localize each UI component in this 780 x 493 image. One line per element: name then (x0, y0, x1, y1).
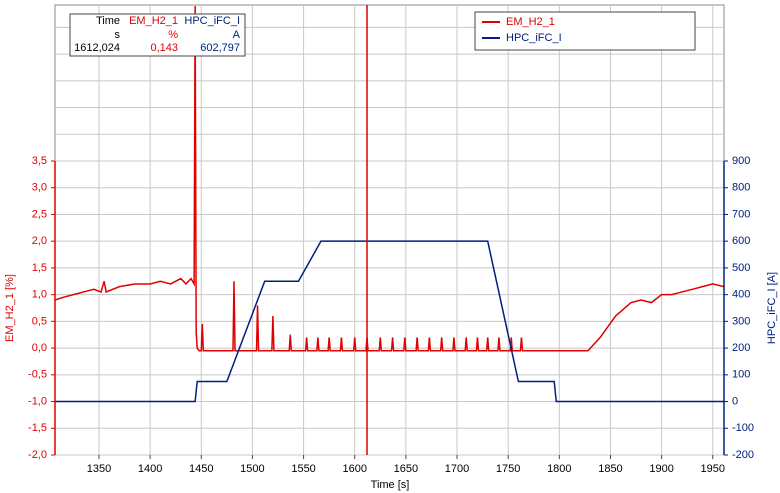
cursor-value: 602,797 (200, 42, 240, 54)
legend-label: HPC_iFC_I (506, 32, 562, 44)
y2-tick-label: 300 (732, 315, 750, 327)
y-axis-label: EM_H2_1 [%] (4, 274, 16, 342)
y-tick-label: 1,5 (32, 262, 47, 274)
y2-tick-label: -200 (732, 449, 754, 461)
x-tick-label: 1550 (291, 463, 315, 475)
y-tick-label: -1,0 (28, 395, 47, 407)
y-tick-label: 2,5 (32, 208, 47, 220)
series-line (55, 240, 724, 403)
legend-label: EM_H2_1 (506, 16, 555, 28)
cursor-unit: A (233, 29, 241, 41)
y2-axis-label: HPC_iFC_I [A] (766, 272, 778, 344)
x-tick-label: 1750 (496, 463, 520, 475)
x-tick-label: 1400 (138, 463, 162, 475)
y2-tick-label: 800 (732, 182, 750, 194)
y2-tick-label: 600 (732, 235, 750, 247)
y2-tick-label: 200 (732, 342, 750, 354)
cursor-unit: % (168, 29, 178, 41)
x-tick-label: 1600 (342, 463, 366, 475)
cursor-unit: s (115, 29, 121, 41)
y2-tick-label: 400 (732, 289, 750, 301)
y-tick-label: -1,5 (28, 422, 47, 434)
x-tick-label: 1900 (649, 463, 673, 475)
y-tick-label: 1,0 (32, 289, 47, 301)
y2-tick-label: 500 (732, 262, 750, 274)
y2-tick-label: 100 (732, 369, 750, 381)
y2-tick-label: 700 (732, 208, 750, 220)
x-tick-label: 1350 (87, 463, 111, 475)
cursor-value: 1612,024 (74, 42, 120, 54)
legend (474, 11, 696, 51)
cursor-header: HPC_iFC_I (184, 15, 240, 27)
y2-tick-label: 900 (732, 155, 750, 167)
cursor-table (69, 13, 246, 57)
y-tick-label: 0,5 (32, 315, 47, 327)
plot-area (54, 4, 725, 456)
cursor-value: 0,143 (150, 42, 178, 54)
y-tick-label: -0,5 (28, 369, 47, 381)
x-tick-label: 1450 (189, 463, 213, 475)
lines (55, 5, 724, 455)
cursor-header: Time (96, 15, 120, 27)
y-tick-label: 2,0 (32, 235, 47, 247)
y2-tick-label: 0 (732, 395, 738, 407)
x-tick-label: 1500 (240, 463, 264, 475)
y-tick-label: 0,0 (32, 342, 47, 354)
cursor-header: EM_H2_1 (129, 15, 178, 27)
x-axis-label: Time [s] (371, 479, 410, 491)
x-tick-label: 1650 (394, 463, 418, 475)
y-tick-label: -2,0 (28, 449, 47, 461)
x-tick-label: 1850 (598, 463, 622, 475)
y-tick-label: 3,5 (32, 155, 47, 167)
y-tick-label: 3,0 (32, 182, 47, 194)
x-tick-label: 1950 (701, 463, 725, 475)
y2-tick-label: -100 (732, 422, 754, 434)
x-tick-label: 1800 (547, 463, 571, 475)
x-tick-label: 1700 (445, 463, 469, 475)
